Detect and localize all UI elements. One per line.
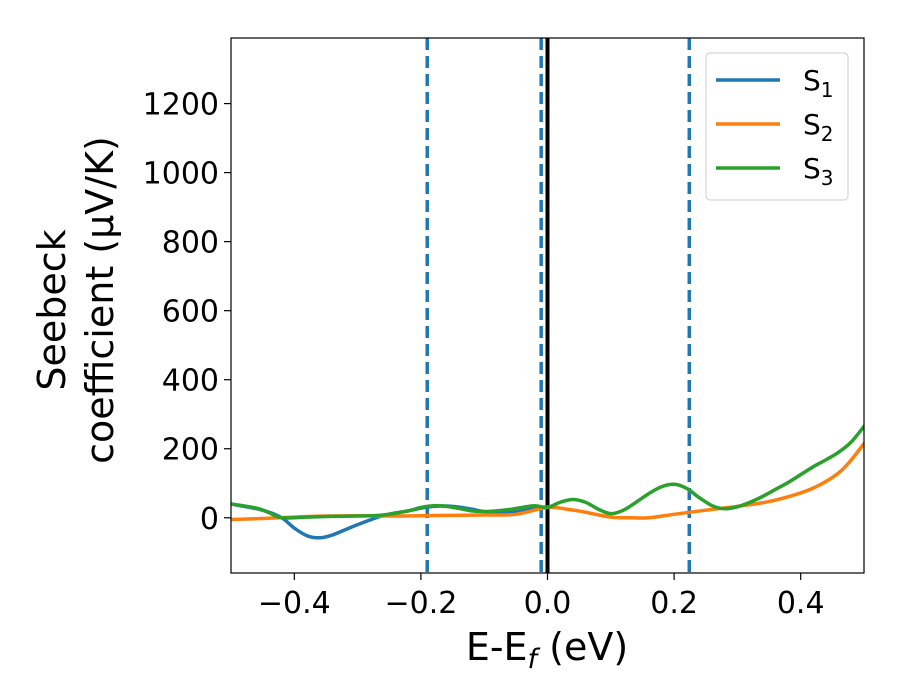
reference-lines (425, 38, 692, 573)
y-axis-title-line2: coefficient (μV/K) (78, 136, 122, 464)
y-tick-label: 0 (200, 502, 219, 537)
legend-label-s3: S3 (803, 152, 834, 190)
x-tick-label: 0.4 (777, 586, 825, 621)
y-tick-label: 1000 (143, 157, 219, 192)
x-axis-title-suffix: (eV) (537, 625, 628, 669)
series-line-s3 (231, 424, 864, 520)
y-tick-label: 1200 (143, 88, 219, 123)
legend-label-main: S (803, 108, 821, 141)
y-tick-label: 200 (162, 433, 219, 468)
legend-box (705, 52, 849, 201)
x-axis-ticks: −0.4 −0.2 0.0 0.2 0.4 (258, 573, 825, 621)
x-tick-label: −0.4 (258, 586, 331, 621)
legend-label-sub: 1 (821, 78, 834, 102)
series-lines (231, 424, 864, 540)
x-tick-label: 0.0 (524, 586, 572, 621)
x-axis-title: E-Ef (eV) (466, 625, 628, 675)
x-tick-label: −0.2 (384, 586, 457, 621)
legend-label-main: S (803, 152, 821, 185)
x-tick-label: 0.2 (650, 586, 698, 621)
y-axis-title-line1: Seebeck (30, 229, 74, 390)
legend-label-main: S (803, 64, 821, 97)
y-axis-ticks: 0 200 400 600 800 1000 1200 (143, 88, 231, 537)
legend-label-sub: 3 (821, 166, 834, 190)
y-tick-label: 400 (162, 364, 219, 399)
x-axis-title-main: E-E (466, 625, 528, 669)
y-tick-label: 800 (162, 226, 219, 261)
y-tick-label: 600 (162, 295, 219, 330)
legend-label-sub: 2 (821, 122, 834, 146)
legend-label-s1: S1 (803, 64, 834, 102)
legend-label-s2: S2 (803, 108, 834, 146)
